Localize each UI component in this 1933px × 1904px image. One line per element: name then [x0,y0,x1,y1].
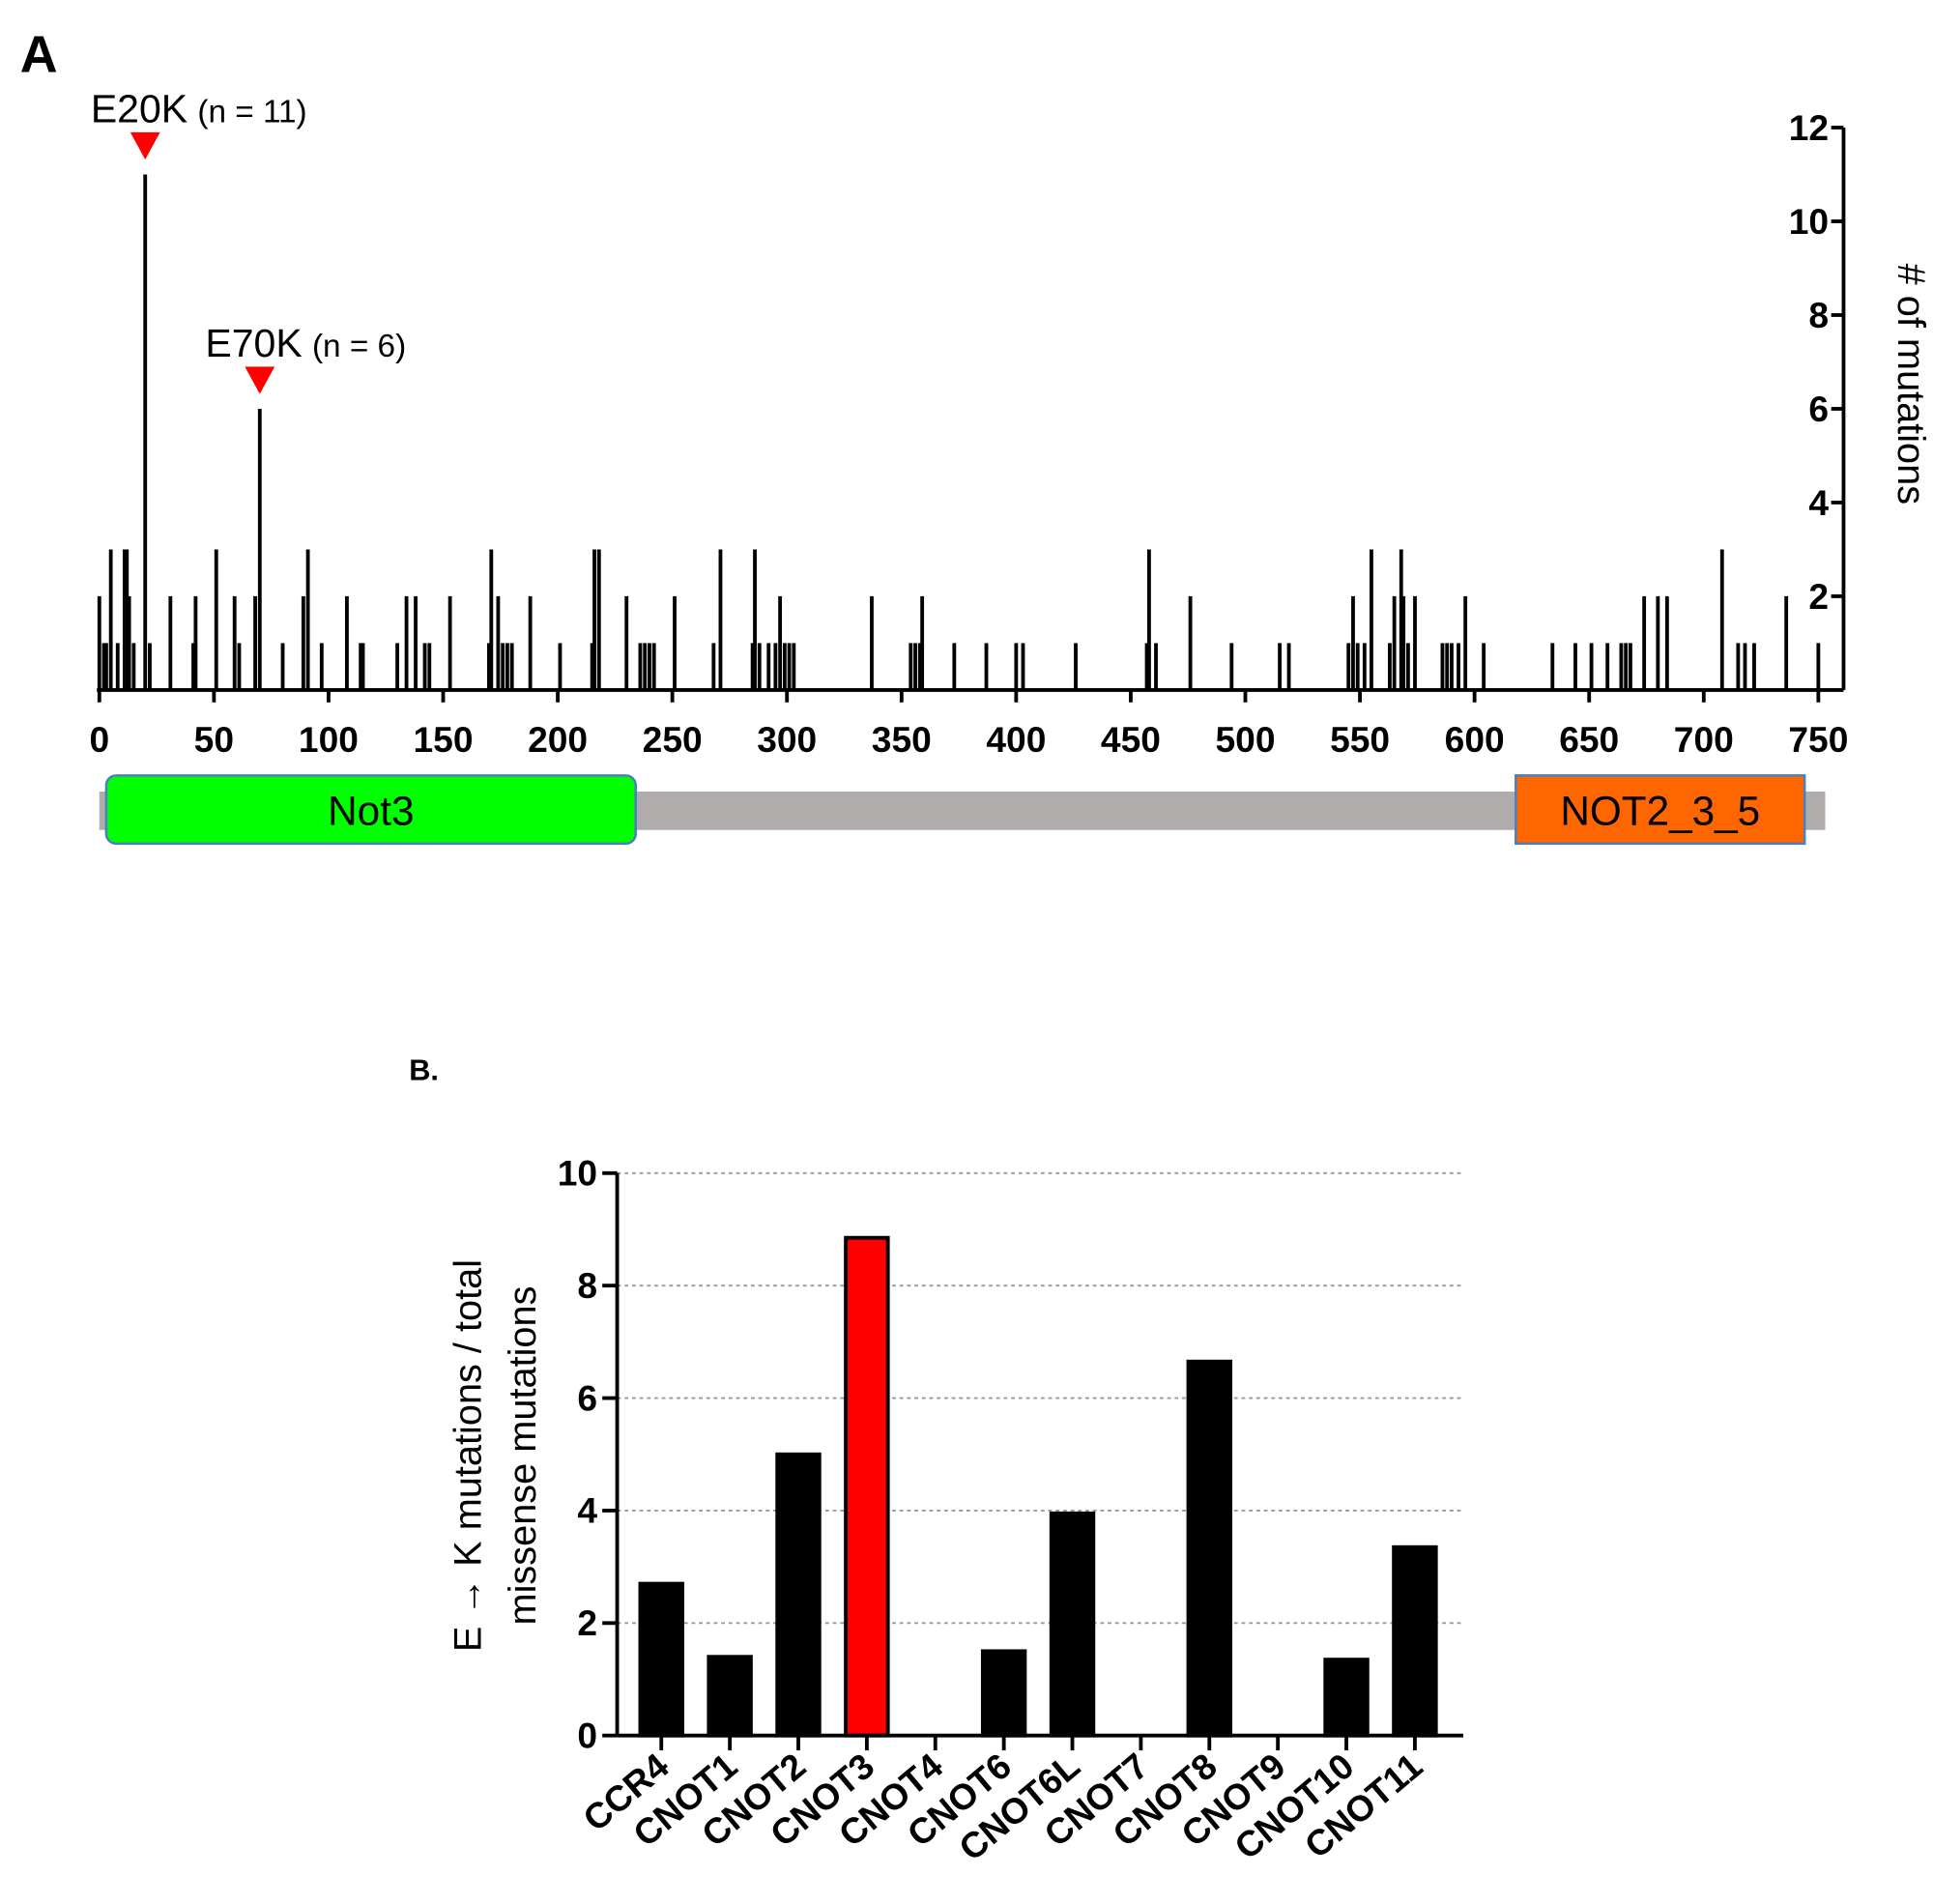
annotation-label: E70K [205,321,302,365]
x-tick-label: 300 [757,719,817,760]
domain-label: NOT2_3_5 [1560,789,1760,834]
x-tick-label: 350 [872,719,932,760]
x-tick-label: 250 [643,719,703,760]
y-tick-label: 10 [1789,201,1829,242]
domain [1515,774,1806,846]
x-tick-label: 150 [414,719,474,760]
x-tick-label: 200 [528,719,588,760]
y-axis-label: E → K mutations / total [447,1259,490,1652]
y-tick-label: 4 [577,1490,597,1531]
x-tick-label: 600 [1445,719,1505,760]
y-tick-label: 10 [558,1153,597,1194]
bar [707,1655,753,1738]
x-tick-label: 50 [194,719,234,760]
y-tick-label: 8 [577,1265,597,1306]
y-tick-label: 8 [1808,295,1829,335]
x-tick-label: 550 [1330,719,1390,760]
y-tick-label: 6 [577,1377,597,1418]
bar [1049,1511,1096,1738]
annotation-marker [130,131,160,160]
y-tick-label: 4 [1808,482,1829,523]
x-tick-label: 450 [1101,719,1161,760]
y-tick-label: 6 [1808,389,1829,429]
annotation-label: E20K [91,87,188,131]
bar [1186,1359,1232,1738]
x-tick-label: 0 [89,719,109,760]
x-tick-label: 700 [1674,719,1734,760]
bar [1392,1544,1438,1738]
domain [104,774,637,846]
bar [775,1452,822,1738]
bar [980,1649,1027,1738]
y-tick-label: 2 [577,1602,597,1643]
annotation-count: (n = 6) [312,329,406,364]
y-tick-label: 2 [1808,576,1829,617]
bar [638,1581,684,1738]
bar [1323,1658,1370,1738]
annotation: E70K (n = 6) [205,321,406,365]
x-tick-label: 750 [1788,719,1848,760]
annotation-count: (n = 11) [197,95,306,130]
bar [844,1235,890,1738]
domain-label: Not3 [328,789,414,834]
x-tick-label: 650 [1559,719,1619,760]
y-axis-label: missense mutations [502,1286,544,1626]
x-tick-label: 100 [299,719,359,760]
y-axis-label: # of mutations [1890,264,1932,505]
panel-label: B. [409,1053,439,1087]
annotation: E20K (n = 11) [91,87,307,131]
x-tick-label: 500 [1216,719,1276,760]
annotation-marker [245,366,275,394]
panel-label: A [20,25,58,83]
y-tick-label: 0 [577,1716,597,1756]
x-tick-label: 400 [986,719,1046,760]
y-tick-label: 12 [1789,107,1829,148]
